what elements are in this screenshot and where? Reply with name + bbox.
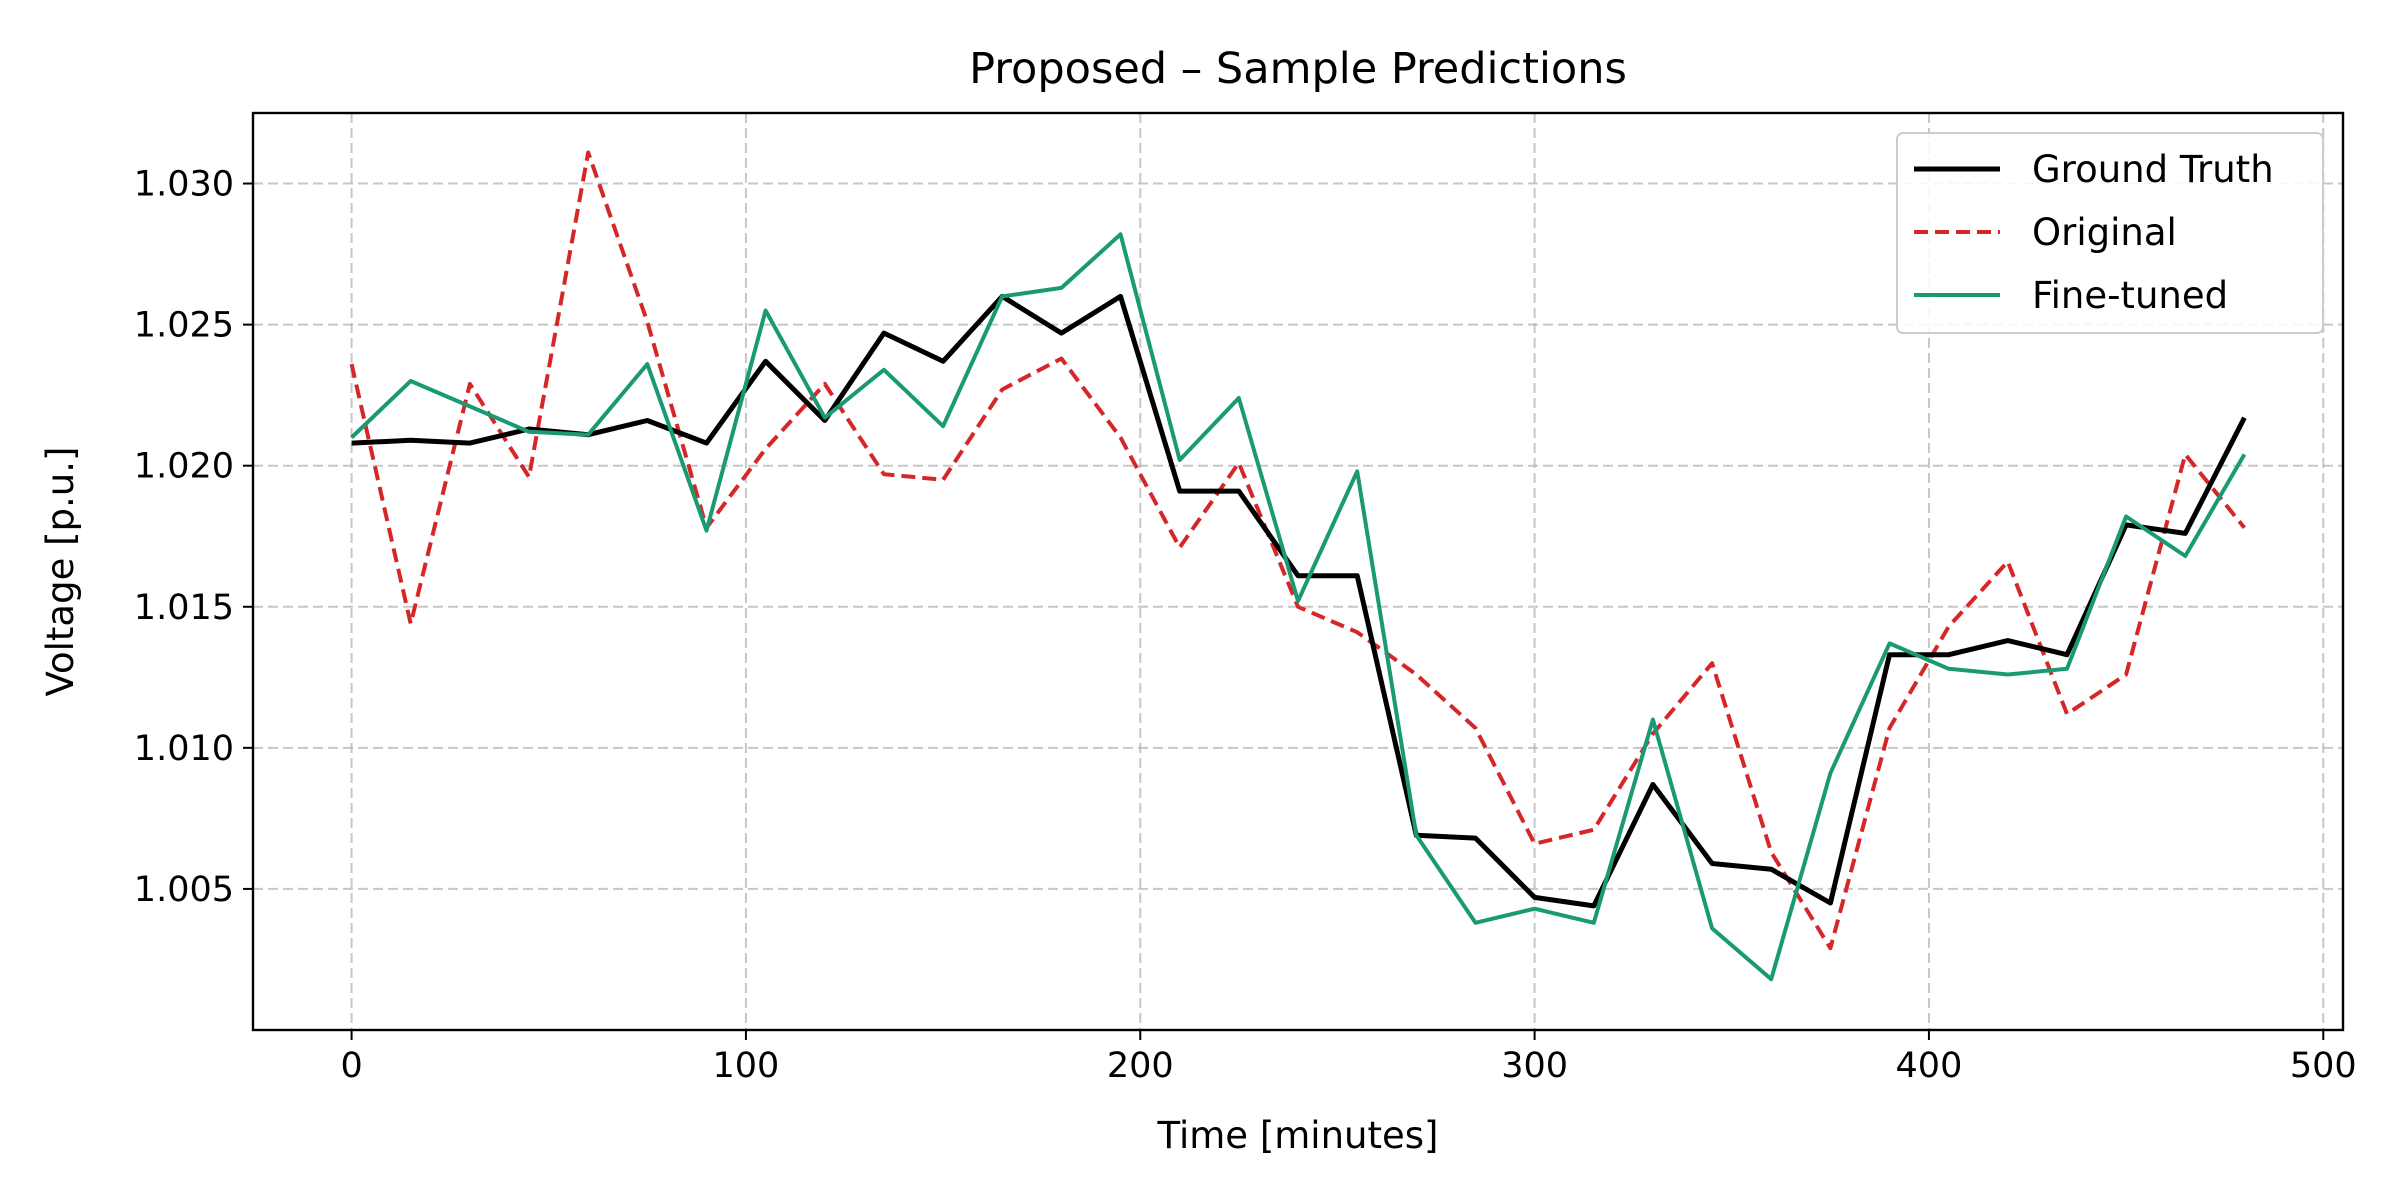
legend-label: Original [2032,211,2177,254]
x-tick-label: 500 [2290,1046,2357,1086]
x-tick-label: 200 [1107,1046,1174,1086]
y-tick-label: 1.025 [134,306,234,346]
y-axis-label: Voltage [p.u.] [39,447,82,697]
y-axis: 1.005 1.010 1.015 1.020 1.025 1.030 [134,165,253,910]
x-tick-label: 0 [340,1046,362,1086]
x-axis-label: Time [minutes] [1157,1114,1439,1157]
series-lines [349,150,2247,982]
y-tick-label: 1.015 [134,588,234,628]
legend-box [1896,132,2324,334]
series-line-ground-truth [351,293,2247,909]
legend-label: Fine-tuned [2032,274,2228,317]
series-line-original [349,150,2246,951]
x-tick-label: 300 [1501,1046,1568,1086]
legend-label: Ground Truth [2032,148,2274,191]
y-tick-label: 1.010 [134,729,234,769]
y-tick-label: 1.005 [134,870,234,910]
x-axis: 0 100 200 300 400 500 [340,1030,2357,1086]
plot-area-frame [251,111,2345,1032]
x-tick-label: 100 [713,1046,780,1086]
chart-title: Proposed – Sample Predictions [969,44,1627,94]
series-line-fine-tuned [350,232,2247,982]
legend: Ground Truth Original Fine-tuned [1896,132,2324,334]
y-tick-label: 1.020 [134,447,234,487]
y-tick-label: 1.030 [134,165,234,205]
x-tick-label: 400 [1896,1046,1963,1086]
